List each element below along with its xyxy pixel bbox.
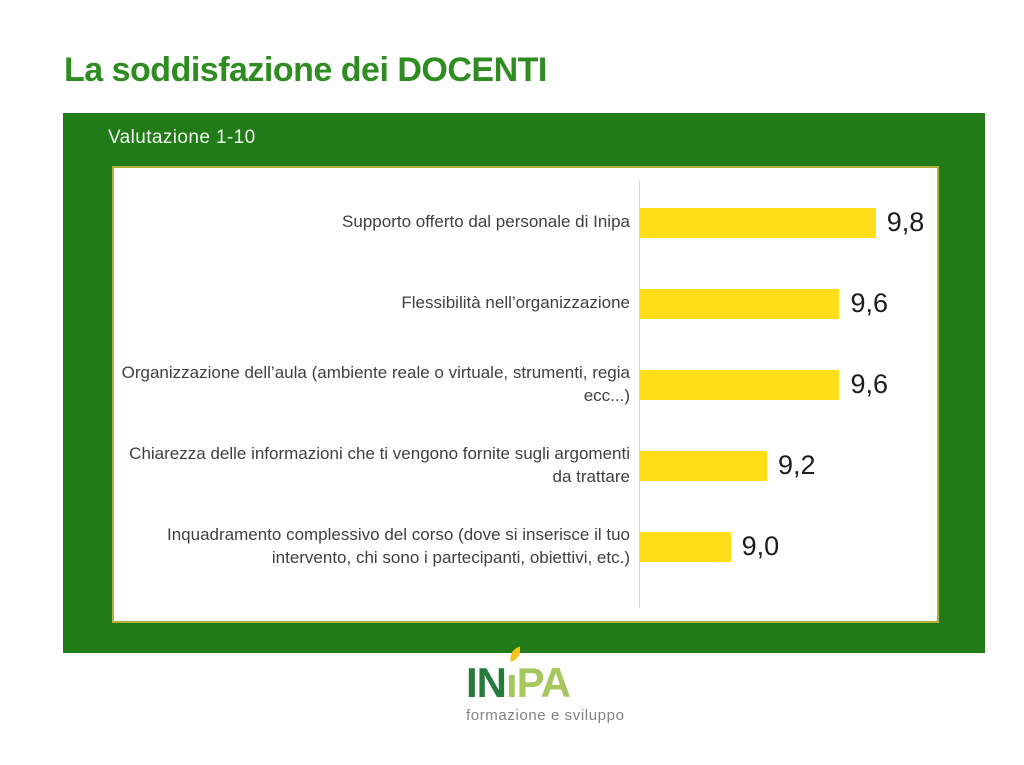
bar bbox=[640, 288, 840, 319]
bar bbox=[640, 369, 840, 400]
bar bbox=[640, 207, 876, 238]
chart-panel: Valutazione 1-10 Supporto offerto dal pe… bbox=[63, 113, 985, 653]
chart-row: Chiarezza delle informazioni che ti veng… bbox=[114, 425, 937, 506]
logo-part-in: IN bbox=[466, 659, 507, 706]
bar-value-label: 9,6 bbox=[850, 288, 888, 318]
bar-value-label: 9,0 bbox=[741, 531, 780, 561]
bar-category-label: Chiarezza delle informazioni che ti veng… bbox=[129, 444, 630, 486]
bar-value-label: 9,6 bbox=[850, 369, 888, 399]
chart-rows: Supporto offerto dal personale di Inipa … bbox=[114, 182, 937, 587]
bar bbox=[640, 531, 731, 562]
bar-track: 9,0 bbox=[640, 531, 912, 562]
logo-part-i: ı bbox=[506, 646, 521, 706]
bar-category-label: Organizzazione dell’aula (ambiente reale… bbox=[121, 363, 630, 405]
bar-track: 9,2 bbox=[640, 450, 912, 481]
bar-value-label: 9,8 bbox=[886, 207, 925, 237]
logo-tagline: formazione e sviluppo bbox=[466, 707, 625, 724]
leaf-icon bbox=[510, 646, 521, 662]
bar-track: 9,6 bbox=[640, 288, 912, 319]
chart-row: Organizzazione dell’aula (ambiente reale… bbox=[114, 344, 937, 425]
bar-category-label: Supporto offerto dal personale di Inipa bbox=[342, 212, 630, 232]
bar-value-label: 9,2 bbox=[777, 450, 816, 480]
chart-row: Inquadramento complessivo del corso (dov… bbox=[114, 506, 937, 587]
inipa-logo: INı PA formazione e sviluppo bbox=[466, 646, 625, 724]
chart-subtitle: Valutazione 1-10 bbox=[108, 127, 256, 148]
bar-category-label: Inquadramento complessivo del corso (dov… bbox=[166, 525, 630, 567]
bar-track: 9,6 bbox=[640, 369, 912, 400]
page-title: La soddisfazione dei DOCENTI bbox=[64, 51, 547, 89]
bar bbox=[640, 450, 767, 481]
bar-chart: Supporto offerto dal personale di Inipa … bbox=[112, 166, 939, 623]
logo-i-glyph: ı bbox=[506, 659, 518, 706]
bar-category-label: Flessibilità nell’organizzazione bbox=[401, 293, 630, 313]
y-axis-line bbox=[639, 180, 640, 608]
bar-track: 9,8 bbox=[640, 207, 924, 238]
chart-row: Flessibilità nell’organizzazione 9,6 bbox=[114, 263, 937, 344]
logo-text: INı PA bbox=[466, 646, 625, 706]
chart-row: Supporto offerto dal personale di Inipa … bbox=[114, 182, 937, 263]
logo-part-pa: PA bbox=[516, 659, 571, 706]
